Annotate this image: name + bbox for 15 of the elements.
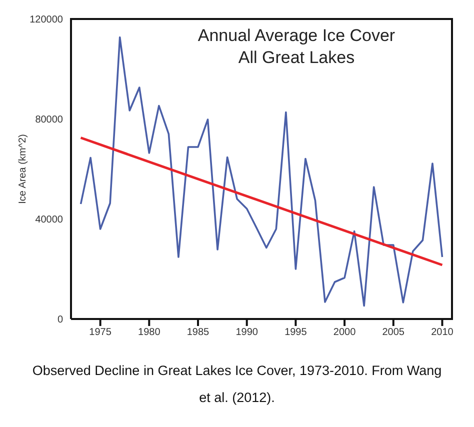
y-tick-label: 0 bbox=[57, 314, 64, 326]
x-tick-label: 1980 bbox=[138, 327, 161, 338]
x-tick-label: 2000 bbox=[333, 327, 356, 338]
text: Observed Decline in Great Lakes Ice Cover, 1973-2010. From Wang et al. (2012). bbox=[31, 362, 443, 407]
x-tick-label: 1990 bbox=[236, 327, 258, 338]
x-tick-label: 2010 bbox=[431, 327, 454, 338]
y-tick-label: 80000 bbox=[35, 114, 64, 126]
x-tick-label: 1995 bbox=[284, 327, 308, 338]
text: Annual Average Ice Cover All Great Lakes bbox=[196, 25, 396, 69]
y-tick-label: 120000 bbox=[30, 14, 64, 26]
x-tick-label: 2005 bbox=[382, 327, 405, 338]
x-tick-label: 1985 bbox=[186, 327, 210, 338]
x-tick-label: 1975 bbox=[89, 327, 112, 338]
y-axis-title: Ice Area (km^2) bbox=[18, 134, 29, 204]
y-tick-label: 40000 bbox=[35, 214, 64, 226]
